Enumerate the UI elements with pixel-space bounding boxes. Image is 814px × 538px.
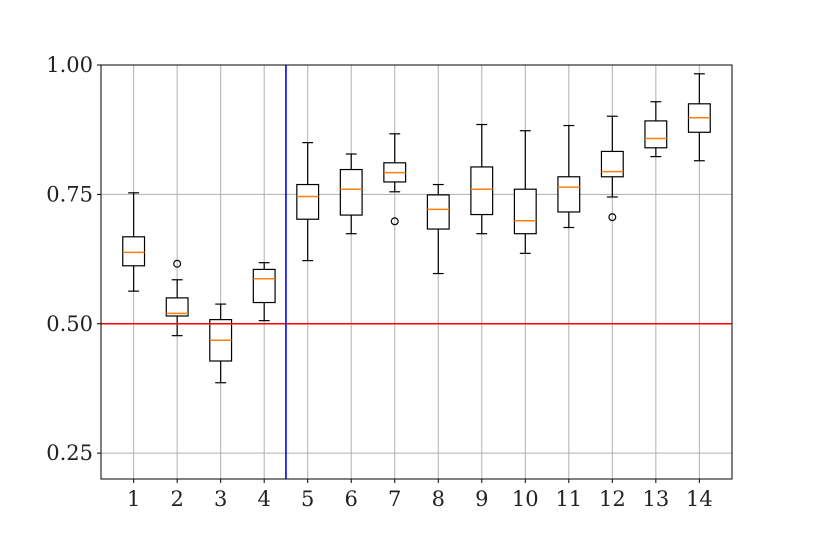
box-body [252, 268, 276, 304]
box-body [470, 166, 494, 216]
box-9 [470, 123, 494, 235]
x-tick-label: 11 [555, 487, 582, 511]
box-6 [339, 153, 363, 235]
axes: 1 2 3 4 5 6 7 8 9 10 11 12 13 140.250.500.751.00 [46, 53, 712, 511]
box-series [122, 73, 711, 384]
box-1 [122, 192, 146, 292]
box-8 [426, 183, 450, 275]
box-12 [600, 115, 624, 222]
box-body [557, 176, 581, 213]
y-tick-label: 0.50 [46, 312, 93, 336]
box-body [426, 194, 450, 230]
x-tick-label: 4 [258, 487, 271, 511]
box-body [644, 120, 668, 149]
x-tick-label: 1 [127, 487, 140, 511]
reference-lines [101, 65, 732, 479]
box-14 [687, 73, 711, 162]
y-tick-label: 0.25 [46, 441, 93, 465]
box-body [122, 236, 146, 267]
box-2 [165, 259, 189, 337]
x-tick-label: 7 [388, 487, 401, 511]
x-tick-label: 13 [642, 487, 669, 511]
box-7 [383, 133, 407, 226]
x-tick-label: 5 [301, 487, 314, 511]
box-body [600, 150, 624, 178]
box-11 [557, 124, 581, 229]
x-tick-label: 3 [214, 487, 227, 511]
box-3 [209, 303, 233, 384]
box-10 [513, 130, 537, 254]
x-tick-label: 9 [475, 487, 488, 511]
box-body [339, 168, 363, 216]
box-4 [252, 262, 276, 322]
x-tick-label: 10 [512, 487, 539, 511]
outlier-point [173, 259, 182, 268]
y-tick-label: 0.75 [46, 182, 93, 206]
plot-area [101, 65, 732, 479]
y-tick-label: 1.00 [46, 53, 93, 77]
box-13 [644, 101, 668, 158]
outlier-point [390, 217, 399, 226]
outlier-point [608, 213, 617, 222]
box-body [513, 188, 537, 235]
x-tick-label: 8 [432, 487, 445, 511]
x-tick-label: 6 [345, 487, 358, 511]
x-tick-label: 12 [599, 487, 626, 511]
box-5 [296, 142, 320, 262]
x-tick-label: 2 [170, 487, 183, 511]
x-tick-label: 14 [686, 487, 713, 511]
plot-frame [100, 64, 733, 480]
box-body [296, 183, 320, 220]
box-body [165, 297, 189, 317]
